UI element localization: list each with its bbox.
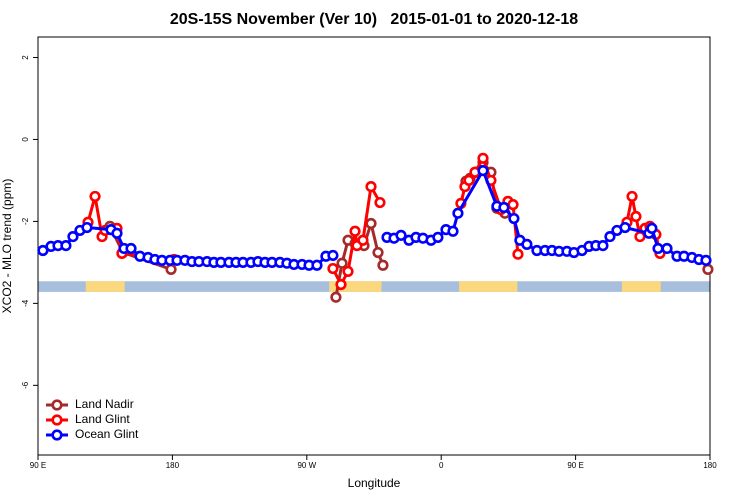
y-tick-label: 0 [21,137,30,142]
point [60,239,72,252]
point [652,242,664,255]
point [630,210,642,223]
chart-title: 20S-15S November (Ver 10) 2015-01-01 to … [170,11,578,28]
point [507,199,519,211]
point [336,257,348,269]
land-band [329,281,382,292]
point [521,238,533,250]
point [700,254,712,266]
x-tick-label: 0 [439,461,444,470]
y-axis-label: XCO2 - MLO trend (ppm) [0,179,14,314]
point [327,262,339,275]
point [374,196,386,209]
point [81,221,93,234]
point [365,180,377,193]
x-tick-label: 90 W [297,461,316,470]
point [626,190,638,203]
point [463,174,475,187]
legend-label: Ocean Glint [75,427,139,441]
y-tick-label: -2 [21,217,30,225]
point [508,212,520,225]
point [125,242,137,255]
legend-label: Land Nadir [75,397,134,411]
x-tick-label: 180 [703,461,717,470]
point [349,225,361,237]
y-tick-label: -4 [21,299,30,307]
point [619,221,631,234]
land-band [459,281,518,292]
x-tick-label: 90 E [567,461,583,470]
point [395,229,407,241]
y-tick-label: -6 [21,381,30,389]
point [452,207,464,219]
point [477,152,489,164]
y-tick-label: 2 [21,55,30,60]
point [89,190,101,203]
point [447,225,459,237]
point [357,234,369,246]
point [512,248,524,260]
point [327,249,339,262]
point [646,222,658,234]
plot-frame [37,36,711,456]
point [372,246,384,259]
point [165,263,177,275]
x-tick-label: 180 [166,461,180,470]
point [111,227,123,239]
point [477,164,489,177]
x-axis-label: Longitude [348,476,401,490]
point [377,259,389,271]
point [67,230,79,243]
point [597,239,609,252]
point [432,231,444,243]
legend-marker [51,429,63,441]
point [498,201,510,214]
point [604,230,616,243]
x-tick-label: 90 E [30,461,46,470]
legend-marker [51,414,63,426]
point [365,217,377,230]
point [330,291,342,303]
point [311,259,323,271]
point [335,278,347,291]
point [342,265,354,278]
point [661,242,673,255]
land-band [85,281,125,292]
point [702,263,714,275]
legend-label: Land Glint [75,412,130,426]
legend-marker [51,399,63,411]
land-band [621,281,661,292]
